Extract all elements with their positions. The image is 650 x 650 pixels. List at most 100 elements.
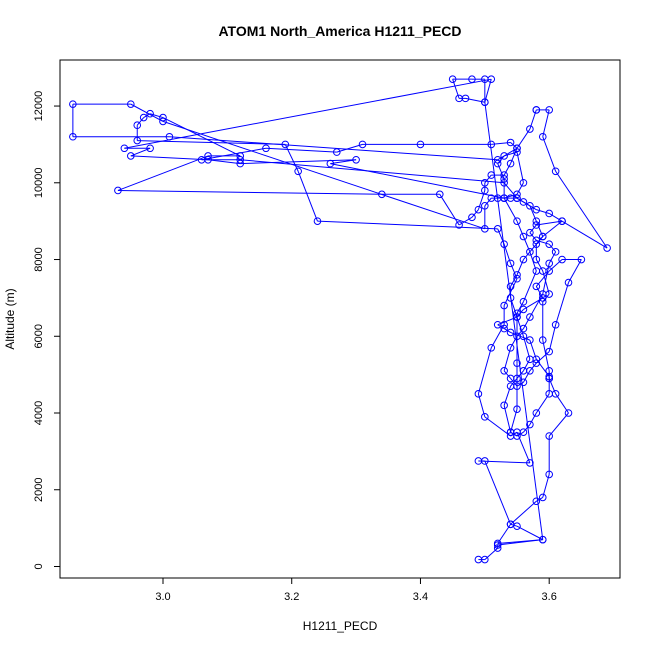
series-segment <box>542 220 563 237</box>
data-point <box>519 367 528 375</box>
series-segment <box>535 351 550 364</box>
data-point <box>133 136 142 145</box>
data-point <box>114 186 122 195</box>
x-tick-label: 3.6 <box>542 591 557 603</box>
y-tick-label: 4000 <box>33 401 45 425</box>
data-point <box>455 221 463 229</box>
series-segment <box>529 293 544 318</box>
data-point <box>577 255 586 264</box>
series-segment <box>510 148 518 164</box>
data-point <box>506 428 515 436</box>
data-point <box>506 520 515 529</box>
data-point <box>538 132 547 141</box>
series-segment <box>284 144 299 172</box>
series-segment <box>561 220 608 249</box>
series-segment <box>201 147 267 161</box>
series-segment <box>536 220 563 226</box>
data-point <box>448 75 457 83</box>
data-point <box>532 267 541 275</box>
series-segment <box>497 524 511 544</box>
data-point <box>519 332 528 341</box>
data-point <box>526 125 534 133</box>
series-segment <box>169 136 498 161</box>
data-point <box>358 140 367 149</box>
data-point <box>545 106 553 114</box>
data-point <box>513 190 521 199</box>
y-tick-label: 6000 <box>33 324 45 348</box>
data-point <box>603 244 611 252</box>
data-point <box>435 190 444 199</box>
data-point <box>500 175 508 183</box>
series-segment <box>542 109 550 137</box>
data-point <box>532 240 541 248</box>
data-point <box>506 138 515 147</box>
series-segment <box>484 460 512 525</box>
data-point <box>558 217 566 225</box>
data-point <box>506 294 515 302</box>
series-segment <box>478 460 530 464</box>
data-point <box>532 106 541 114</box>
data-point <box>526 313 534 321</box>
series-segment <box>542 474 550 498</box>
series-segment <box>484 79 492 103</box>
series-segment <box>484 174 492 184</box>
data-point <box>481 98 489 107</box>
data-point <box>558 255 566 264</box>
data-point <box>532 221 541 229</box>
data-point <box>506 328 515 337</box>
series-segment <box>477 393 486 417</box>
data-point <box>526 355 534 364</box>
series-segment <box>162 120 485 230</box>
series-segment <box>535 259 544 272</box>
series-segment <box>458 216 473 226</box>
data-point <box>532 255 541 264</box>
data-point <box>564 409 573 417</box>
series-segment <box>471 209 479 218</box>
data-point <box>538 493 547 502</box>
data-point <box>159 117 167 126</box>
series-segment <box>542 340 550 371</box>
data-point <box>474 205 483 214</box>
series-segment <box>484 416 511 437</box>
data-point <box>519 232 528 241</box>
series-segment <box>529 232 537 241</box>
data-point <box>545 209 553 218</box>
series-segment <box>136 117 145 126</box>
series-segment <box>317 220 498 230</box>
series-segment <box>522 236 531 253</box>
series-segment <box>542 270 550 295</box>
series-segment <box>510 500 537 525</box>
data-point <box>506 282 515 291</box>
data-point <box>513 194 521 202</box>
series-segment <box>542 263 550 295</box>
data-point <box>326 159 335 168</box>
data-point <box>513 309 521 318</box>
data-point <box>120 144 129 153</box>
data-point <box>532 282 541 291</box>
series-segment <box>510 409 518 433</box>
y-axis: 0 2000 4000 6000 8000 10000 12000 <box>33 91 61 570</box>
data-point <box>545 290 553 298</box>
series-segment <box>548 213 563 222</box>
data-point <box>500 320 508 329</box>
data-point <box>506 343 515 352</box>
series-segment <box>503 163 512 176</box>
series-segment <box>548 412 569 437</box>
data-point <box>481 178 489 187</box>
data-point <box>294 167 302 176</box>
series-segment <box>535 220 544 237</box>
data-point <box>493 155 502 164</box>
data-point <box>545 390 553 398</box>
series-segment <box>516 259 524 276</box>
series-segment <box>439 194 460 226</box>
series-segment <box>240 159 357 165</box>
data-point <box>69 100 77 108</box>
series-segment <box>330 159 357 165</box>
series-segment <box>510 378 518 387</box>
series-segment <box>529 205 537 222</box>
data-point <box>513 144 521 153</box>
series-segment <box>124 78 492 149</box>
series-segment <box>516 197 531 207</box>
data-point <box>139 113 148 122</box>
series-segment <box>516 525 543 541</box>
